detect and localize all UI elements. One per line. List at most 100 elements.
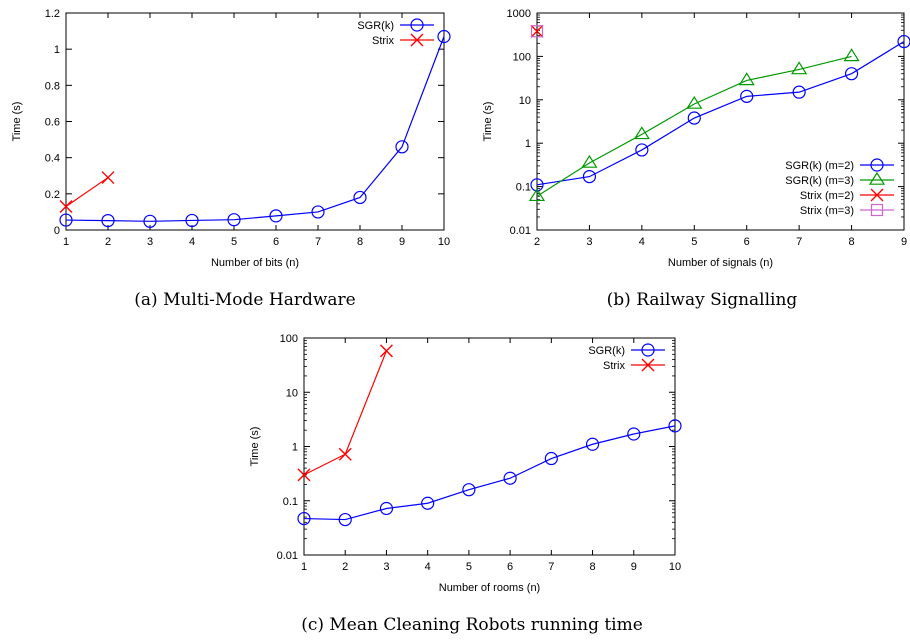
series-line [536, 41, 905, 186]
data-point [437, 29, 451, 44]
x-tick-label: 3 [586, 236, 592, 248]
x-tick-label: 5 [691, 236, 697, 248]
x-tick-label: 5 [231, 236, 237, 248]
x-tick-label: 6 [744, 236, 750, 248]
plot-frame [536, 12, 905, 231]
legend-marker [410, 33, 424, 47]
data-point [101, 213, 115, 228]
x-tick-label: 1 [301, 561, 307, 573]
y-axis-label: Time (s) [11, 102, 23, 142]
data-point [395, 140, 409, 154]
x-tick-label: 5 [466, 561, 472, 573]
legend-marker [870, 158, 884, 172]
y-tick-label: 0.2 [45, 189, 60, 201]
y-tick-label: 1 [292, 442, 298, 454]
data-point [379, 344, 393, 358]
data-point [530, 178, 544, 192]
data-point [338, 447, 352, 461]
data-point [227, 213, 241, 227]
y-tick-label: 1 [54, 44, 60, 56]
x-tick-label: 4 [189, 236, 195, 248]
data-point [687, 111, 701, 125]
legend-label: Strix (m=2) [800, 190, 854, 202]
y-tick-label: 100 [280, 333, 298, 345]
legend-marker [410, 18, 424, 32]
x-tick-label: 10 [438, 236, 450, 248]
x-tick-label: 2 [105, 236, 111, 248]
data-point [530, 25, 544, 38]
legend-marker [868, 171, 886, 185]
y-tick-label: 0.8 [45, 80, 60, 92]
legend-label: Strix [372, 35, 395, 47]
legend-label: Strix (m=3) [800, 205, 854, 217]
chart-railway-signalling: 2 3 4 5 6 7 8 9 0.01 0.1 1 10 100 1000 Number of signa… [482, 8, 910, 269]
data-point [668, 419, 682, 433]
data-point [353, 190, 367, 205]
legend-label: Strix [603, 360, 626, 372]
chart-multi-mode-hardware: 1 2 3 4 5 6 7 8 9 10 0 0.2 0.4 0.6 0.8 1 1.2 Number of bi… [11, 8, 451, 269]
data-point [101, 171, 115, 185]
x-axis-label: Number of rooms (n) [439, 582, 540, 594]
y-tick-label: 0.01 [510, 225, 531, 237]
data-point [462, 483, 476, 497]
y-tick-label: 0.1 [283, 496, 298, 508]
data-point [297, 468, 311, 482]
x-tick-label: 8 [849, 236, 855, 248]
x-axis-label: Number of bits (n) [211, 257, 299, 269]
data-point [582, 169, 597, 184]
x-tick-label: 4 [639, 236, 645, 248]
data-point [738, 72, 755, 86]
legend-label: SGR(k) (m=2) [785, 160, 854, 172]
data-point [143, 214, 157, 228]
legend-marker [641, 358, 655, 372]
data-point [379, 501, 394, 516]
data-point [297, 511, 311, 526]
legend-label: SGR(k) (m=3) [785, 175, 854, 187]
data-point [581, 154, 598, 168]
x-tick-label: 8 [357, 236, 363, 248]
series-line [303, 350, 388, 476]
legend-label: SGR(k) [588, 345, 625, 357]
x-tick-label: 4 [425, 561, 431, 573]
y-tick-label: 0.01 [277, 550, 298, 562]
x-tick-label: 3 [383, 561, 389, 573]
x-tick-label: 9 [631, 561, 637, 573]
data-point [633, 126, 650, 140]
data-point [421, 496, 435, 510]
legend-label: SGR(k) [357, 20, 394, 32]
chart-cleaning-robots: 1 2 3 4 5 6 7 8 9 10 0.01 0.1 1 10 100 Number of rooms … [249, 333, 682, 594]
legend-marker [870, 203, 884, 217]
x-tick-label: 6 [507, 561, 513, 573]
x-tick-label: 9 [901, 236, 907, 248]
y-axis-label: Time (s) [482, 102, 494, 142]
data-point [338, 512, 352, 527]
x-tick-label: 1 [63, 236, 69, 248]
x-tick-label: 6 [273, 236, 279, 248]
data-point [792, 85, 806, 99]
data-point [635, 143, 649, 157]
x-tick-label: 9 [399, 236, 405, 248]
data-point [740, 89, 754, 103]
data-point [503, 471, 517, 485]
y-tick-label: 0.1 [516, 182, 531, 194]
data-point [844, 67, 859, 81]
data-point [627, 427, 641, 441]
series-line [65, 36, 445, 222]
data-point [530, 24, 544, 38]
x-tick-label: 8 [589, 561, 595, 573]
x-tick-label: 2 [534, 236, 540, 248]
data-point [59, 213, 73, 227]
y-tick-label: 100 [513, 51, 531, 63]
x-tick-label: 2 [342, 561, 348, 573]
y-tick-label: 1000 [507, 8, 531, 20]
data-point [791, 61, 808, 75]
data-point [544, 451, 558, 466]
data-point [185, 213, 199, 228]
series-line [536, 55, 852, 197]
data-point [269, 209, 283, 223]
y-tick-label: 0.6 [45, 117, 60, 129]
data-point [843, 48, 860, 62]
series-line [303, 425, 676, 521]
y-tick-label: 1.2 [45, 8, 60, 20]
